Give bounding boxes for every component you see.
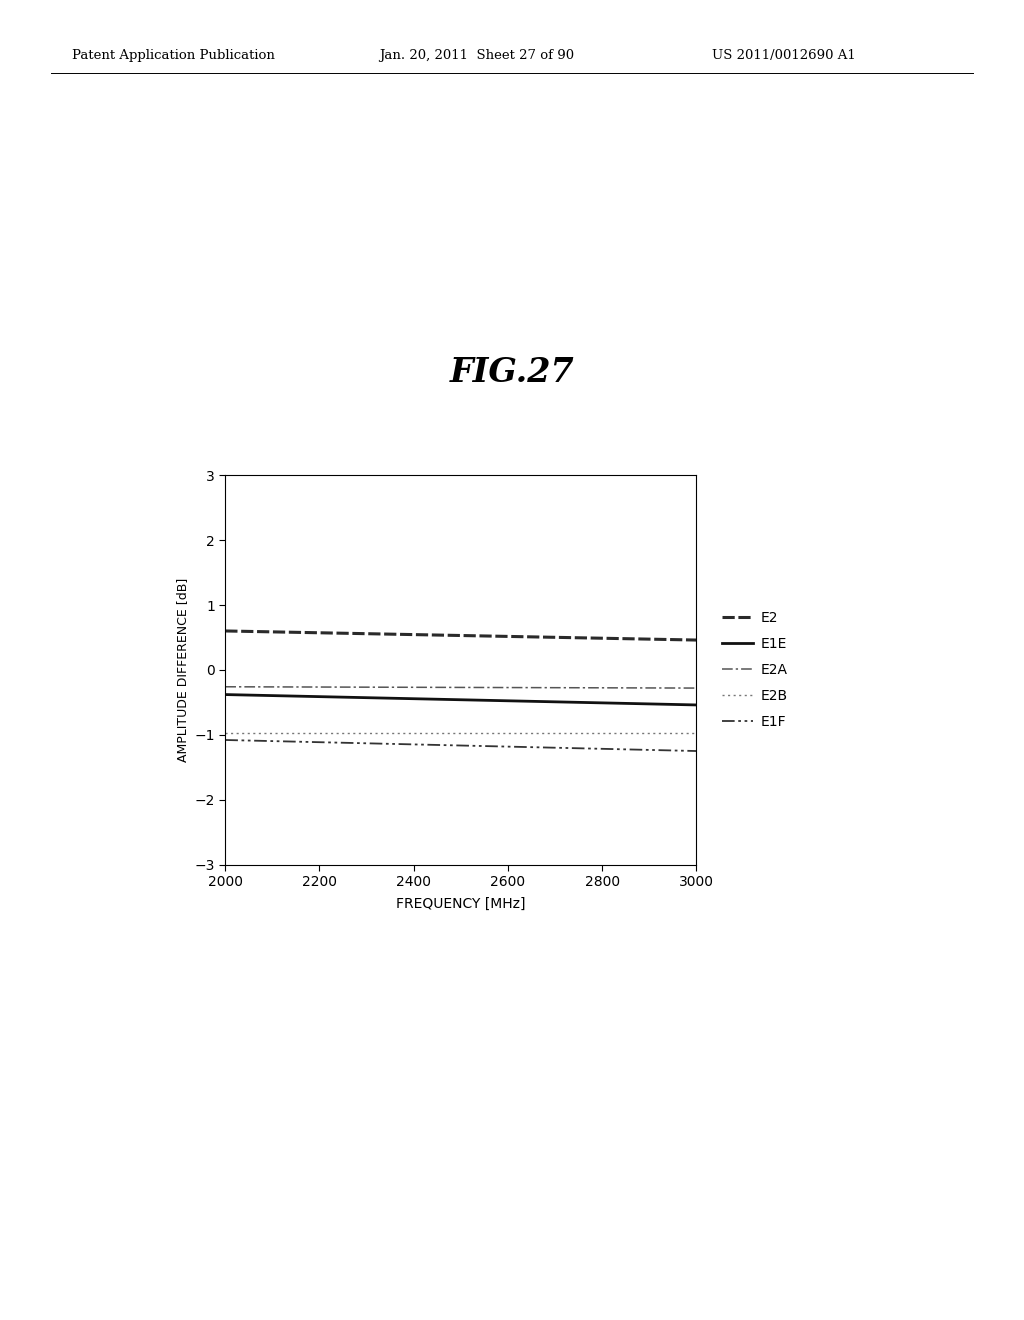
E2: [219, 623, 231, 639]
E1E: [679, 697, 691, 713]
Y-axis label: AMPLITUDE DIFFERENCE [dB]: AMPLITUDE DIFFERENCE [dB]: [176, 578, 188, 762]
E1F: [445, 738, 458, 754]
E1F: [679, 743, 691, 759]
E2: [605, 631, 617, 647]
Text: US 2011/0012690 A1: US 2011/0012690 A1: [712, 49, 855, 62]
E2A: [605, 680, 617, 696]
E2: [442, 627, 455, 643]
Line: E1F: E1F: [225, 741, 696, 751]
Legend: E2, E1E, E2A, E2B, E1F: E2, E1E, E2A, E2B, E1F: [722, 611, 788, 729]
E2A: [219, 678, 231, 694]
E1E: [445, 692, 458, 708]
E2: [474, 628, 486, 644]
E1E: [605, 696, 617, 711]
E2B: [445, 725, 458, 741]
E2B: [442, 725, 455, 741]
E1E: [442, 692, 455, 708]
E2: [500, 628, 512, 644]
Text: FIG.27: FIG.27: [450, 355, 574, 388]
E2: [445, 627, 458, 643]
E2A: [445, 680, 458, 696]
X-axis label: FREQUENCY [MHz]: FREQUENCY [MHz]: [396, 898, 525, 911]
Text: Patent Application Publication: Patent Application Publication: [72, 49, 274, 62]
E2A: [690, 680, 702, 696]
Line: E2: E2: [225, 631, 696, 640]
E1F: [219, 733, 231, 748]
E2B: [605, 725, 617, 741]
E1F: [605, 741, 617, 756]
E2: [690, 632, 702, 648]
E1E: [500, 693, 512, 709]
Text: Jan. 20, 2011  Sheet 27 of 90: Jan. 20, 2011 Sheet 27 of 90: [379, 49, 574, 62]
E2A: [474, 680, 486, 696]
E1E: [219, 686, 231, 702]
E2B: [219, 725, 231, 741]
E1E: [690, 697, 702, 713]
E2A: [679, 680, 691, 696]
E1F: [690, 743, 702, 759]
Line: E1E: E1E: [225, 694, 696, 705]
E1F: [474, 738, 486, 754]
E2B: [474, 725, 486, 741]
E2A: [500, 680, 512, 696]
E2B: [500, 725, 512, 741]
E2B: [679, 725, 691, 741]
E1E: [474, 692, 486, 708]
E2: [679, 632, 691, 648]
E2B: [690, 725, 702, 741]
E2A: [442, 680, 455, 696]
E1F: [500, 739, 512, 755]
E1F: [442, 738, 455, 754]
